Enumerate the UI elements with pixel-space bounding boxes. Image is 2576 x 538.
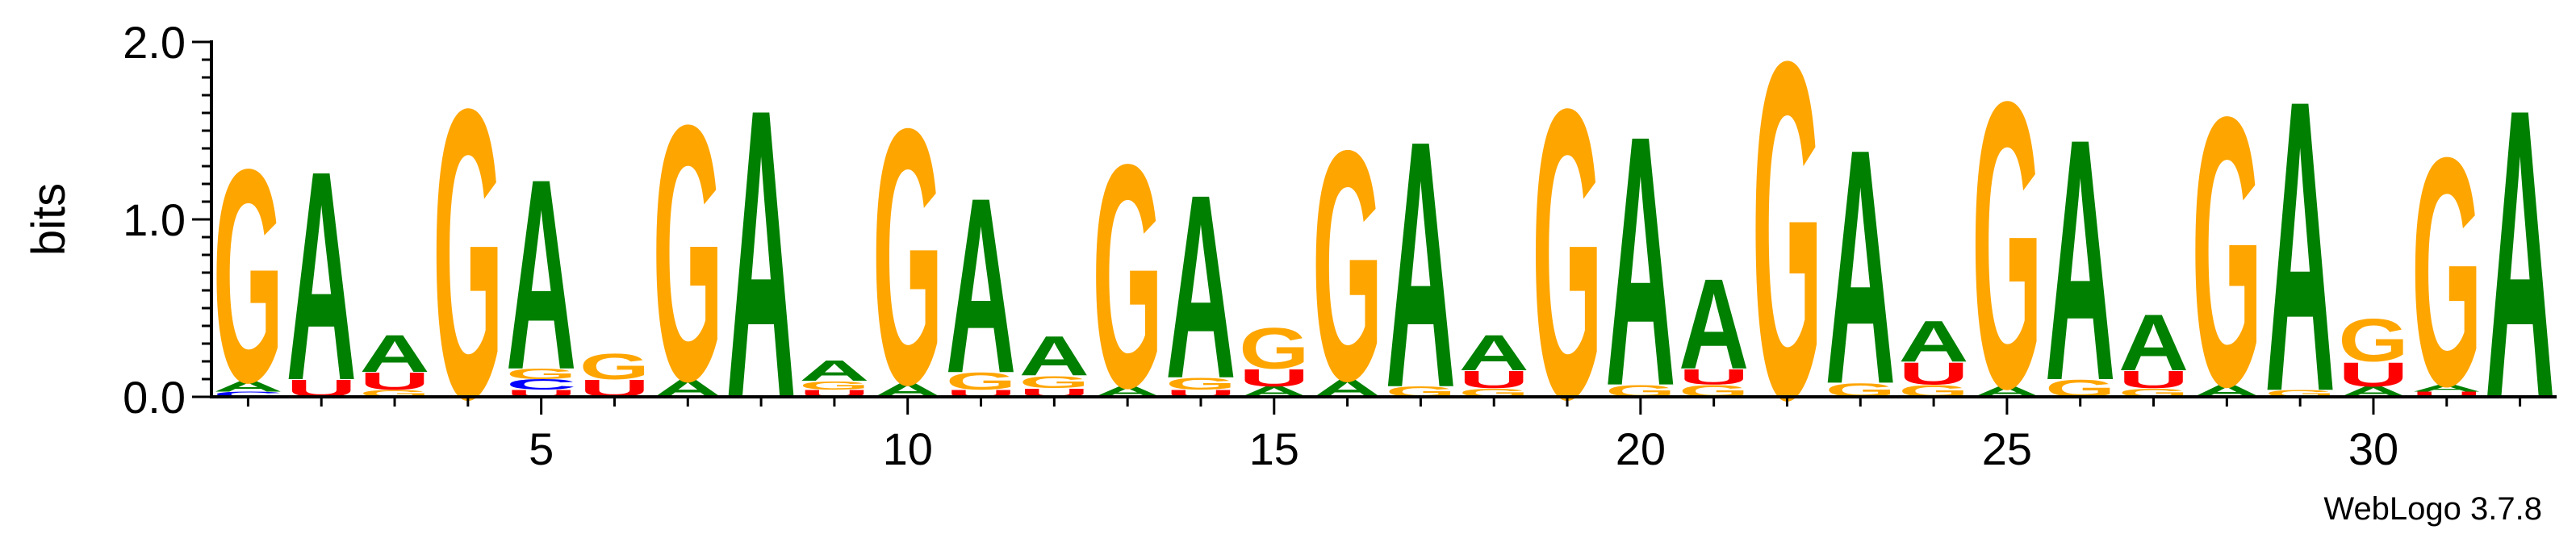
logo-stack: G — [1532, 23, 1602, 485]
x-axis-ticks: 5 10 15 20 25 30 — [246, 397, 2522, 474]
logo-letter-A: A — [946, 145, 1016, 425]
logo-letter-A: A — [2118, 298, 2189, 388]
logo-letter-U: U — [2118, 366, 2189, 394]
logo-letter-A: A — [213, 378, 283, 394]
y-tick-label: 2.0 — [123, 17, 186, 68]
x-tick-label: 30 — [2348, 423, 2398, 474]
logo-letter-A: A — [1899, 309, 1969, 374]
logo-stack: UG — [579, 347, 650, 402]
x-tick-label: 15 — [1249, 423, 1299, 474]
x-tick-label: 20 — [1616, 423, 1666, 474]
logo-stack: A — [726, 23, 797, 485]
logo-stack: A — [2485, 23, 2555, 485]
logo-letter-G: G — [946, 368, 1016, 394]
watermark-label: WebLogo 3.7.8 — [2323, 491, 2542, 527]
logo-letter-A: A — [1459, 325, 1529, 382]
logo-letter-U: U — [1899, 357, 1969, 392]
logo-letter-U: U — [1239, 364, 1309, 391]
logo-letter-A: A — [1165, 141, 1236, 434]
x-tick-label: 5 — [529, 423, 554, 474]
logo-letter-G: G — [433, 23, 503, 485]
logo-letter-G: G — [2192, 38, 2262, 466]
y-tick-label: 0.0 — [123, 372, 186, 423]
logo-letter-A: A — [1605, 60, 1675, 460]
y-tick-label: 1.0 — [123, 194, 186, 245]
logo-letter-G: G — [653, 49, 723, 457]
logo-letter-G: G — [1093, 98, 1163, 454]
logo-letter-G: G — [2411, 90, 2482, 453]
logo-letter-A: A — [506, 123, 576, 427]
logo-stack: UGA — [799, 354, 869, 398]
logo-stack: GA — [2045, 66, 2115, 453]
logo-letter-U: U — [2411, 390, 2482, 398]
logo-stack: AG — [2192, 38, 2262, 466]
logo-stack: G — [433, 23, 503, 485]
logo-stack: GA — [1825, 79, 1896, 453]
logo-letter-G: G — [213, 106, 283, 446]
logo-letter-G: G — [799, 379, 869, 393]
logo-letter-A: A — [799, 354, 869, 387]
logo-letter-A: A — [2265, 15, 2336, 479]
logo-letter-G: G — [1312, 83, 1382, 449]
logo-letter-G: G — [506, 366, 576, 382]
y-axis-label: bits — [23, 183, 75, 256]
logo-letter-G: G — [1165, 374, 1236, 394]
x-tick-label: 10 — [883, 423, 933, 474]
logo-stack: AG — [1312, 83, 1382, 449]
logo-stack: GA — [2265, 15, 2336, 479]
logo-letter-A: A — [2411, 383, 2482, 394]
logo-stack: GUA — [1899, 309, 1969, 400]
logo-letter-C: C — [213, 390, 283, 398]
logo-stack: UA — [286, 109, 357, 443]
logo-stack: AG — [1093, 98, 1163, 454]
logo-letter-A: A — [286, 109, 357, 443]
x-tick-label: 25 — [1982, 423, 2032, 474]
logo-stack: GUA — [1459, 325, 1529, 400]
logo-letter-U: U — [2338, 356, 2408, 394]
logo-stack: GUA — [1679, 253, 1749, 401]
logo-letter-A: A — [1825, 79, 1896, 453]
logo-stack: AUG — [1239, 316, 1309, 400]
logo-letter-C: C — [506, 377, 576, 393]
logo-stack: GUA — [2118, 298, 2189, 399]
logo-letter-A: A — [359, 323, 429, 383]
logo-letter-G: G — [2338, 307, 2408, 375]
logo-stack: UAG — [2411, 90, 2482, 453]
logo-stack: CAG — [213, 106, 283, 446]
logo-stack: GA — [1605, 60, 1675, 460]
y-axis-ticks: 0.0 1.0 2.0 — [123, 17, 211, 423]
logo-letter-G: G — [1752, 0, 1822, 498]
logo-letter-A: A — [2485, 23, 2555, 485]
logo-stack: G — [1752, 0, 1822, 498]
logo-letter-G: G — [1019, 373, 1089, 392]
logo-letter-A: A — [726, 23, 797, 485]
logo-letter-A: A — [2045, 66, 2115, 453]
logo-stack: GUA — [359, 323, 429, 398]
logo-letter-G: G — [1239, 316, 1309, 382]
logo-letter-G: G — [872, 52, 943, 460]
logo-letter-G: G — [1532, 23, 1602, 485]
logo-letter-U: U — [359, 368, 429, 395]
logo-stack: AUG — [2338, 307, 2408, 400]
logo-letter-U: U — [1459, 366, 1529, 394]
logo-letter-U: U — [1679, 365, 1749, 389]
logo-letter-A: A — [1679, 253, 1749, 397]
axes: 0.0 1.0 2.0 5 10 15 20 25 30 — [123, 17, 2557, 474]
logo-stack: UGA — [946, 145, 1016, 425]
logo-letter-G: G — [579, 347, 650, 387]
logo-stack: UGA — [1165, 141, 1236, 434]
logo-letter-A: A — [1019, 325, 1089, 387]
logo-stack: AG — [653, 49, 723, 457]
logo-stack: UGA — [1019, 325, 1089, 399]
